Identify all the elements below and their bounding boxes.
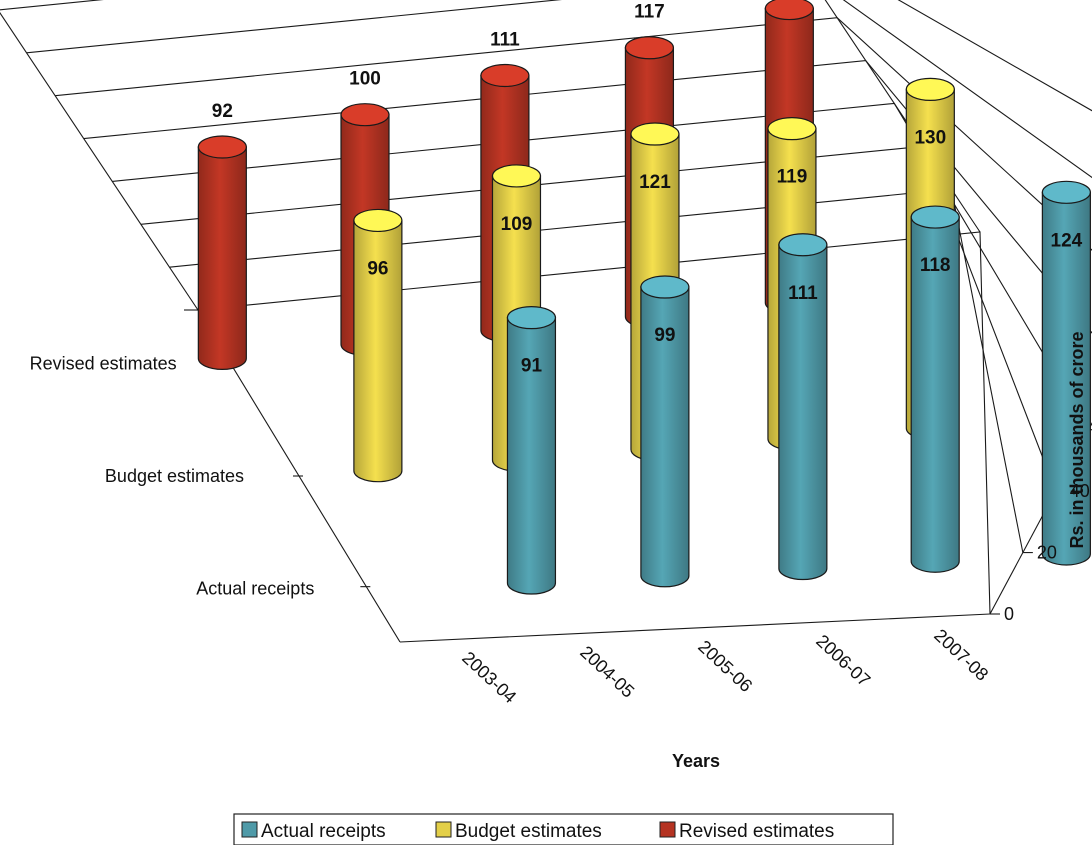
bar-budget-estimates-2003-04: [353, 208, 403, 483]
bar-revised-estimates-2003-04: [197, 135, 247, 370]
bar-top: [767, 117, 817, 141]
x-tick-label-2004-05: 2004-05: [576, 642, 638, 702]
bar-top: [764, 0, 814, 21]
legend-label-actual-receipts: Actual receipts: [261, 821, 386, 842]
data-label-actual-receipts-2007-08: 124: [1051, 230, 1083, 251]
legend-swatch-budget-estimates: [435, 821, 452, 838]
data-label-budget-estimates-2004-05: 109: [501, 214, 533, 235]
y-tick-label-20: 20: [1037, 543, 1057, 563]
bar-body: [910, 216, 960, 573]
bar-body: [778, 244, 828, 581]
row-label-budget-estimates: Budget estimates: [105, 466, 244, 486]
data-label-revised-estimates-2006-07: 117: [634, 2, 665, 23]
data-label-actual-receipts-2006-07: 118: [920, 255, 951, 276]
gridline-0: [197, 231, 991, 615]
bar-body: [640, 286, 690, 588]
bar-body: [506, 317, 557, 595]
floor-front-edge: [399, 613, 991, 643]
data-label-budget-estimates-2006-07: 119: [777, 167, 808, 188]
chart-bars: [197, 0, 1091, 595]
legend: Actual receipts Budget estimates Revised e…: [233, 813, 894, 845]
data-label-budget-estimates-2007-08: 130: [914, 127, 946, 148]
bar-top: [910, 205, 960, 229]
bar-top: [630, 122, 680, 146]
bar-body: [353, 219, 403, 483]
gridline-120: [26, 0, 1092, 179]
x-tick-label-2003-04: 2003-04: [458, 647, 520, 707]
bar-top: [340, 103, 390, 127]
data-label-actual-receipts-2003-04: 91: [521, 356, 543, 377]
bar-actual-receipts-2007-08: [1041, 180, 1091, 566]
row-label-actual-receipts: Actual receipts: [196, 579, 314, 599]
row-label-revised-estimates: Revised estimates: [30, 353, 177, 373]
bar-top: [506, 306, 557, 330]
data-label-actual-receipts-2004-05: 99: [654, 325, 675, 346]
bar-top: [1041, 180, 1091, 204]
legend-swatch-actual-receipts: [241, 821, 258, 838]
y-tick-label-40: 40: [1070, 481, 1090, 501]
frame-edge-2: [989, 422, 1092, 615]
legend-label-revised-estimates: Revised estimates: [679, 821, 834, 842]
y-axis-title: Rs. in thousands of crore: [1067, 331, 1087, 548]
data-label-revised-estimates-2003-04: 92: [212, 101, 233, 122]
data-label-actual-receipts-2005-06: 111: [788, 283, 818, 304]
legend-frame: [233, 813, 894, 845]
bar-top: [197, 135, 247, 159]
bar-body: [1041, 191, 1091, 566]
bar-top: [480, 63, 530, 88]
data-label-budget-estimates-2005-06: 121: [639, 172, 671, 193]
bar-top: [778, 233, 828, 257]
bar-actual-receipts-2004-05: [640, 275, 690, 588]
gridline-20: [169, 188, 1024, 553]
bar-body: [197, 146, 247, 370]
x-tick-label-2005-06: 2005-06: [694, 636, 756, 696]
y-tick-label-0: 0: [1004, 604, 1014, 624]
bar-top: [353, 208, 403, 233]
bar-top: [491, 164, 542, 188]
bar-actual-receipts-2006-07: [910, 205, 960, 573]
bar-top: [624, 36, 675, 60]
bar-actual-receipts-2005-06: [778, 233, 828, 581]
bar-top: [905, 77, 955, 101]
bar-actual-receipts-2003-04: [506, 306, 557, 595]
legend-swatch-revised-estimates: [659, 821, 676, 838]
data-label-revised-estimates-2004-05: 100: [349, 69, 381, 90]
x-tick-label-2007-08: 2007-08: [930, 625, 992, 685]
gridline-140: [0, 0, 1092, 112]
legend-label-budget-estimates: Budget estimates: [455, 821, 602, 842]
x-axis-title: Years: [672, 751, 720, 771]
data-label-budget-estimates-2003-04: 96: [367, 258, 388, 279]
frame-edge-0: [0, 12, 199, 311]
x-tick-label-2006-07: 2006-07: [812, 631, 874, 691]
bar-top: [640, 275, 690, 299]
data-label-revised-estimates-2005-06: 111: [490, 29, 520, 50]
